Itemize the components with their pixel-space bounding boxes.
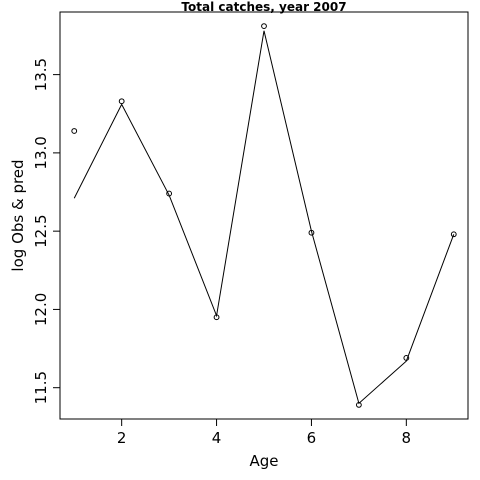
observed-point [118, 98, 125, 105]
x-tick-label: 6 [307, 429, 317, 447]
y-tick-label: 11.5 [32, 371, 50, 404]
x-axis: 2 4 6 8 [117, 419, 411, 447]
x-axis-label: Age [249, 452, 278, 470]
predicted-line [73, 30, 455, 405]
x-tick-label: 4 [212, 429, 222, 447]
plot-frame [59, 11, 469, 420]
y-tick-label: 13.5 [32, 58, 50, 91]
chart-title: Total catches, year 2007 [181, 0, 346, 14]
x-tick-label: 2 [117, 429, 127, 447]
x-tick-label: 8 [402, 429, 412, 447]
y-axis-label: log Obs & pred [9, 159, 27, 271]
y-tick-label: 12.5 [32, 214, 50, 247]
observed-point [71, 128, 78, 134]
observed-point [261, 23, 267, 29]
y-tick-label: 13.0 [32, 136, 50, 169]
y-tick-label: 12.0 [32, 293, 50, 326]
y-axis: 11.5 12.0 12.5 13.0 13.5 [32, 58, 60, 404]
observed-point [450, 231, 457, 238]
plot-area [71, 23, 457, 408]
